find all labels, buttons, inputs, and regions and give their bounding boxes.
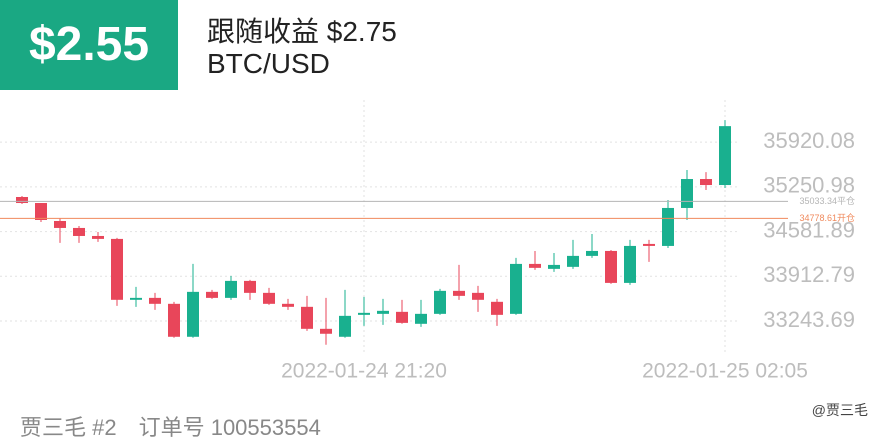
candle-body [358,312,370,315]
follow-profit: 跟随收益 $2.75 [207,16,397,47]
chart: 33243.69 33912.79 34581.89 35250.98 35920.08… [0,100,855,383]
watermark: @贾三毛 [811,402,868,418]
y-tick-label: 33912.79 [763,262,855,287]
x-tick-label: 2022-01-25 02:05 [642,360,808,383]
candle-body [73,227,85,236]
y-tick-label: 35250.98 [763,173,855,198]
candle-body [377,310,389,314]
candle-body [206,291,218,298]
candle-body [529,263,541,268]
candle-body [111,238,123,300]
candle-body [301,306,313,329]
candle-body [339,315,351,337]
candle-body [491,301,503,315]
candle-body [225,280,237,298]
candle-body [700,179,712,186]
candle-body [92,235,104,239]
candle-body [719,126,731,186]
candle-body [396,311,408,323]
candle-body [54,220,66,228]
pair: BTC/USD [207,48,330,79]
candle-body [130,297,142,300]
reference-label: 34778.61开仓 [799,212,855,223]
candle-body [510,263,522,314]
candle-body [320,328,332,334]
footer: 贾三毛 #2 订单号 100553554 [20,410,343,442]
reference-label: 35033.34平仓 [799,195,855,206]
candle-body [35,203,47,220]
candle-body [643,243,655,246]
x-tick-label: 2022-01-24 21:20 [281,360,447,383]
candle-body [187,291,199,337]
candle-body [415,313,427,324]
candle-body [605,250,617,283]
candle-body [548,264,560,269]
user: 贾三毛 #2 [20,415,117,440]
candle-body [263,292,275,304]
candle-body [149,297,161,304]
y-tick-label: 34581.89 [763,217,855,242]
candle-body [244,280,256,293]
candle-body [586,250,598,256]
candle-body [168,303,180,337]
candle-body [624,245,636,283]
candle-body [16,196,28,204]
order: 订单号 100553554 [138,415,321,440]
candle-body [567,255,579,267]
candle-body [662,207,674,246]
candle-body [472,292,484,300]
y-tick-label: 33243.69 [763,307,855,332]
candle-body [453,290,465,296]
profit-badge: $2.55 [0,0,178,90]
candle-body [434,290,446,314]
y-tick-label: 35920.08 [763,128,855,153]
candle-body [681,179,693,208]
candle-body [282,303,294,307]
